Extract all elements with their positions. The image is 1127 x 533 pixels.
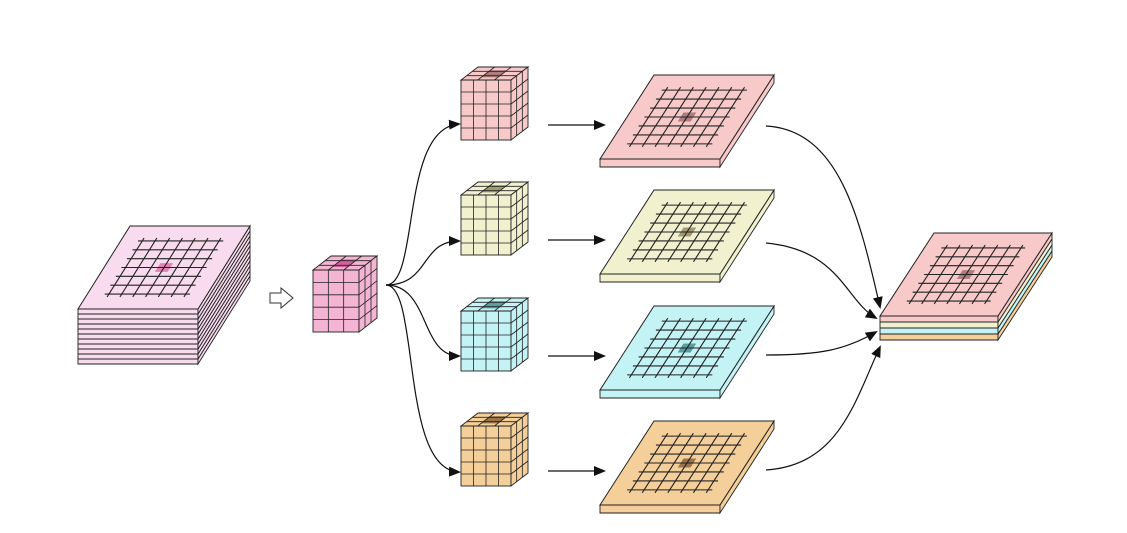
layer-front-face [77, 353, 199, 360]
kernel-side-face [510, 66, 529, 141]
connector-arrows [385, 119, 883, 477]
layer-front-face [879, 333, 999, 341]
kernel-grid-line [510, 90, 529, 105]
kernel-grid-line [477, 181, 495, 196]
branch-group [459, 66, 775, 515]
grid-line [680, 317, 720, 379]
kernel-grid-line [510, 321, 529, 336]
layer-front-face [879, 315, 999, 323]
grid-line [157, 237, 196, 298]
output-feature-stack [879, 231, 1053, 342]
layer-front-face [77, 313, 199, 320]
input-kernel-block [311, 255, 379, 333]
kernel-grid-line [494, 181, 512, 196]
kernel-grid-line [358, 305, 378, 320]
fan-arrow-2 [385, 236, 461, 286]
layer-front-face [599, 504, 721, 514]
kernel-grid-line [510, 460, 529, 475]
kernel-grid-line [510, 114, 529, 129]
grid-line [692, 432, 733, 494]
kernel-grid-line [358, 268, 378, 283]
fan-arrow-3 [385, 284, 461, 361]
grid-line [705, 432, 746, 494]
layer-front-face [599, 273, 721, 283]
hollow-arrow-icon [269, 286, 294, 310]
kernel-grid-line [510, 229, 529, 244]
kernel-grid-line [510, 205, 529, 220]
layer-front-face [77, 358, 199, 365]
transition-arrow-group [269, 286, 294, 310]
kernel-grid-line [477, 412, 495, 427]
kernel-grid-line [358, 280, 378, 296]
grid-line [680, 432, 720, 494]
merge-arrow-4 [765, 345, 881, 471]
grid-line [705, 317, 746, 379]
kernel-grid-line [510, 309, 529, 324]
kernel-grid-line [510, 424, 529, 439]
grid-line [984, 244, 1024, 305]
kernel-grid-line [494, 412, 512, 427]
kernel-grid-line [510, 102, 529, 117]
kernel-grid-line [510, 217, 529, 232]
layer-front-face [77, 348, 199, 355]
fan-arrow-4 [385, 284, 461, 477]
kernel-side-face [358, 255, 378, 333]
layer-front-face [77, 343, 199, 350]
kernel-grid-line [477, 66, 495, 81]
kernel-grid-line [494, 297, 512, 312]
grid-line [705, 86, 746, 148]
kernel-grid-line [510, 333, 529, 348]
layer-front-face [879, 321, 999, 329]
kernel-side-face [510, 412, 529, 487]
kernel-grid-line [510, 448, 529, 463]
grid-line [183, 237, 222, 298]
merge-arrow-2 [765, 242, 878, 320]
kernel-grid-line [358, 292, 378, 308]
layer-front-face [77, 328, 199, 335]
kernel-side-face [510, 297, 529, 372]
grid-line [971, 244, 1011, 305]
branch-4 [459, 412, 775, 515]
layer-front-face [77, 338, 199, 345]
grid-line [958, 244, 999, 305]
layer-front-face [599, 158, 721, 168]
fan-arrow-1 [385, 119, 461, 286]
branch-2 [459, 181, 775, 284]
kernel-grid-line [510, 436, 529, 451]
grid-line [692, 86, 733, 148]
grid-line [170, 237, 209, 298]
layer-front-face [77, 318, 199, 325]
layer-front-face [879, 327, 999, 335]
kernel-grid-line [494, 66, 512, 81]
grid-line [692, 317, 733, 379]
layer-front-face [77, 323, 199, 330]
kernel-grid-line [510, 78, 529, 93]
layer-front-face [77, 308, 199, 315]
kernel-side-face [510, 181, 529, 256]
kernel-grid-line [328, 255, 347, 271]
merge-arrow-1 [765, 125, 883, 309]
kernel-grid-line [510, 193, 529, 208]
kernel-grid-line [343, 255, 362, 271]
layer-front-face [77, 333, 199, 340]
grid-line [692, 201, 733, 263]
kernel-grid-line [510, 345, 529, 360]
branch-1 [459, 66, 775, 169]
kernel-grid-line [477, 297, 495, 312]
branch-3 [459, 297, 775, 400]
grid-line [705, 201, 746, 263]
layer-front-face [599, 389, 721, 399]
grid-line [680, 201, 720, 263]
input-feature-map [77, 224, 251, 366]
kernel-front-face [312, 269, 360, 333]
grid-line [680, 86, 720, 148]
merge-arrow-3 [765, 330, 878, 356]
